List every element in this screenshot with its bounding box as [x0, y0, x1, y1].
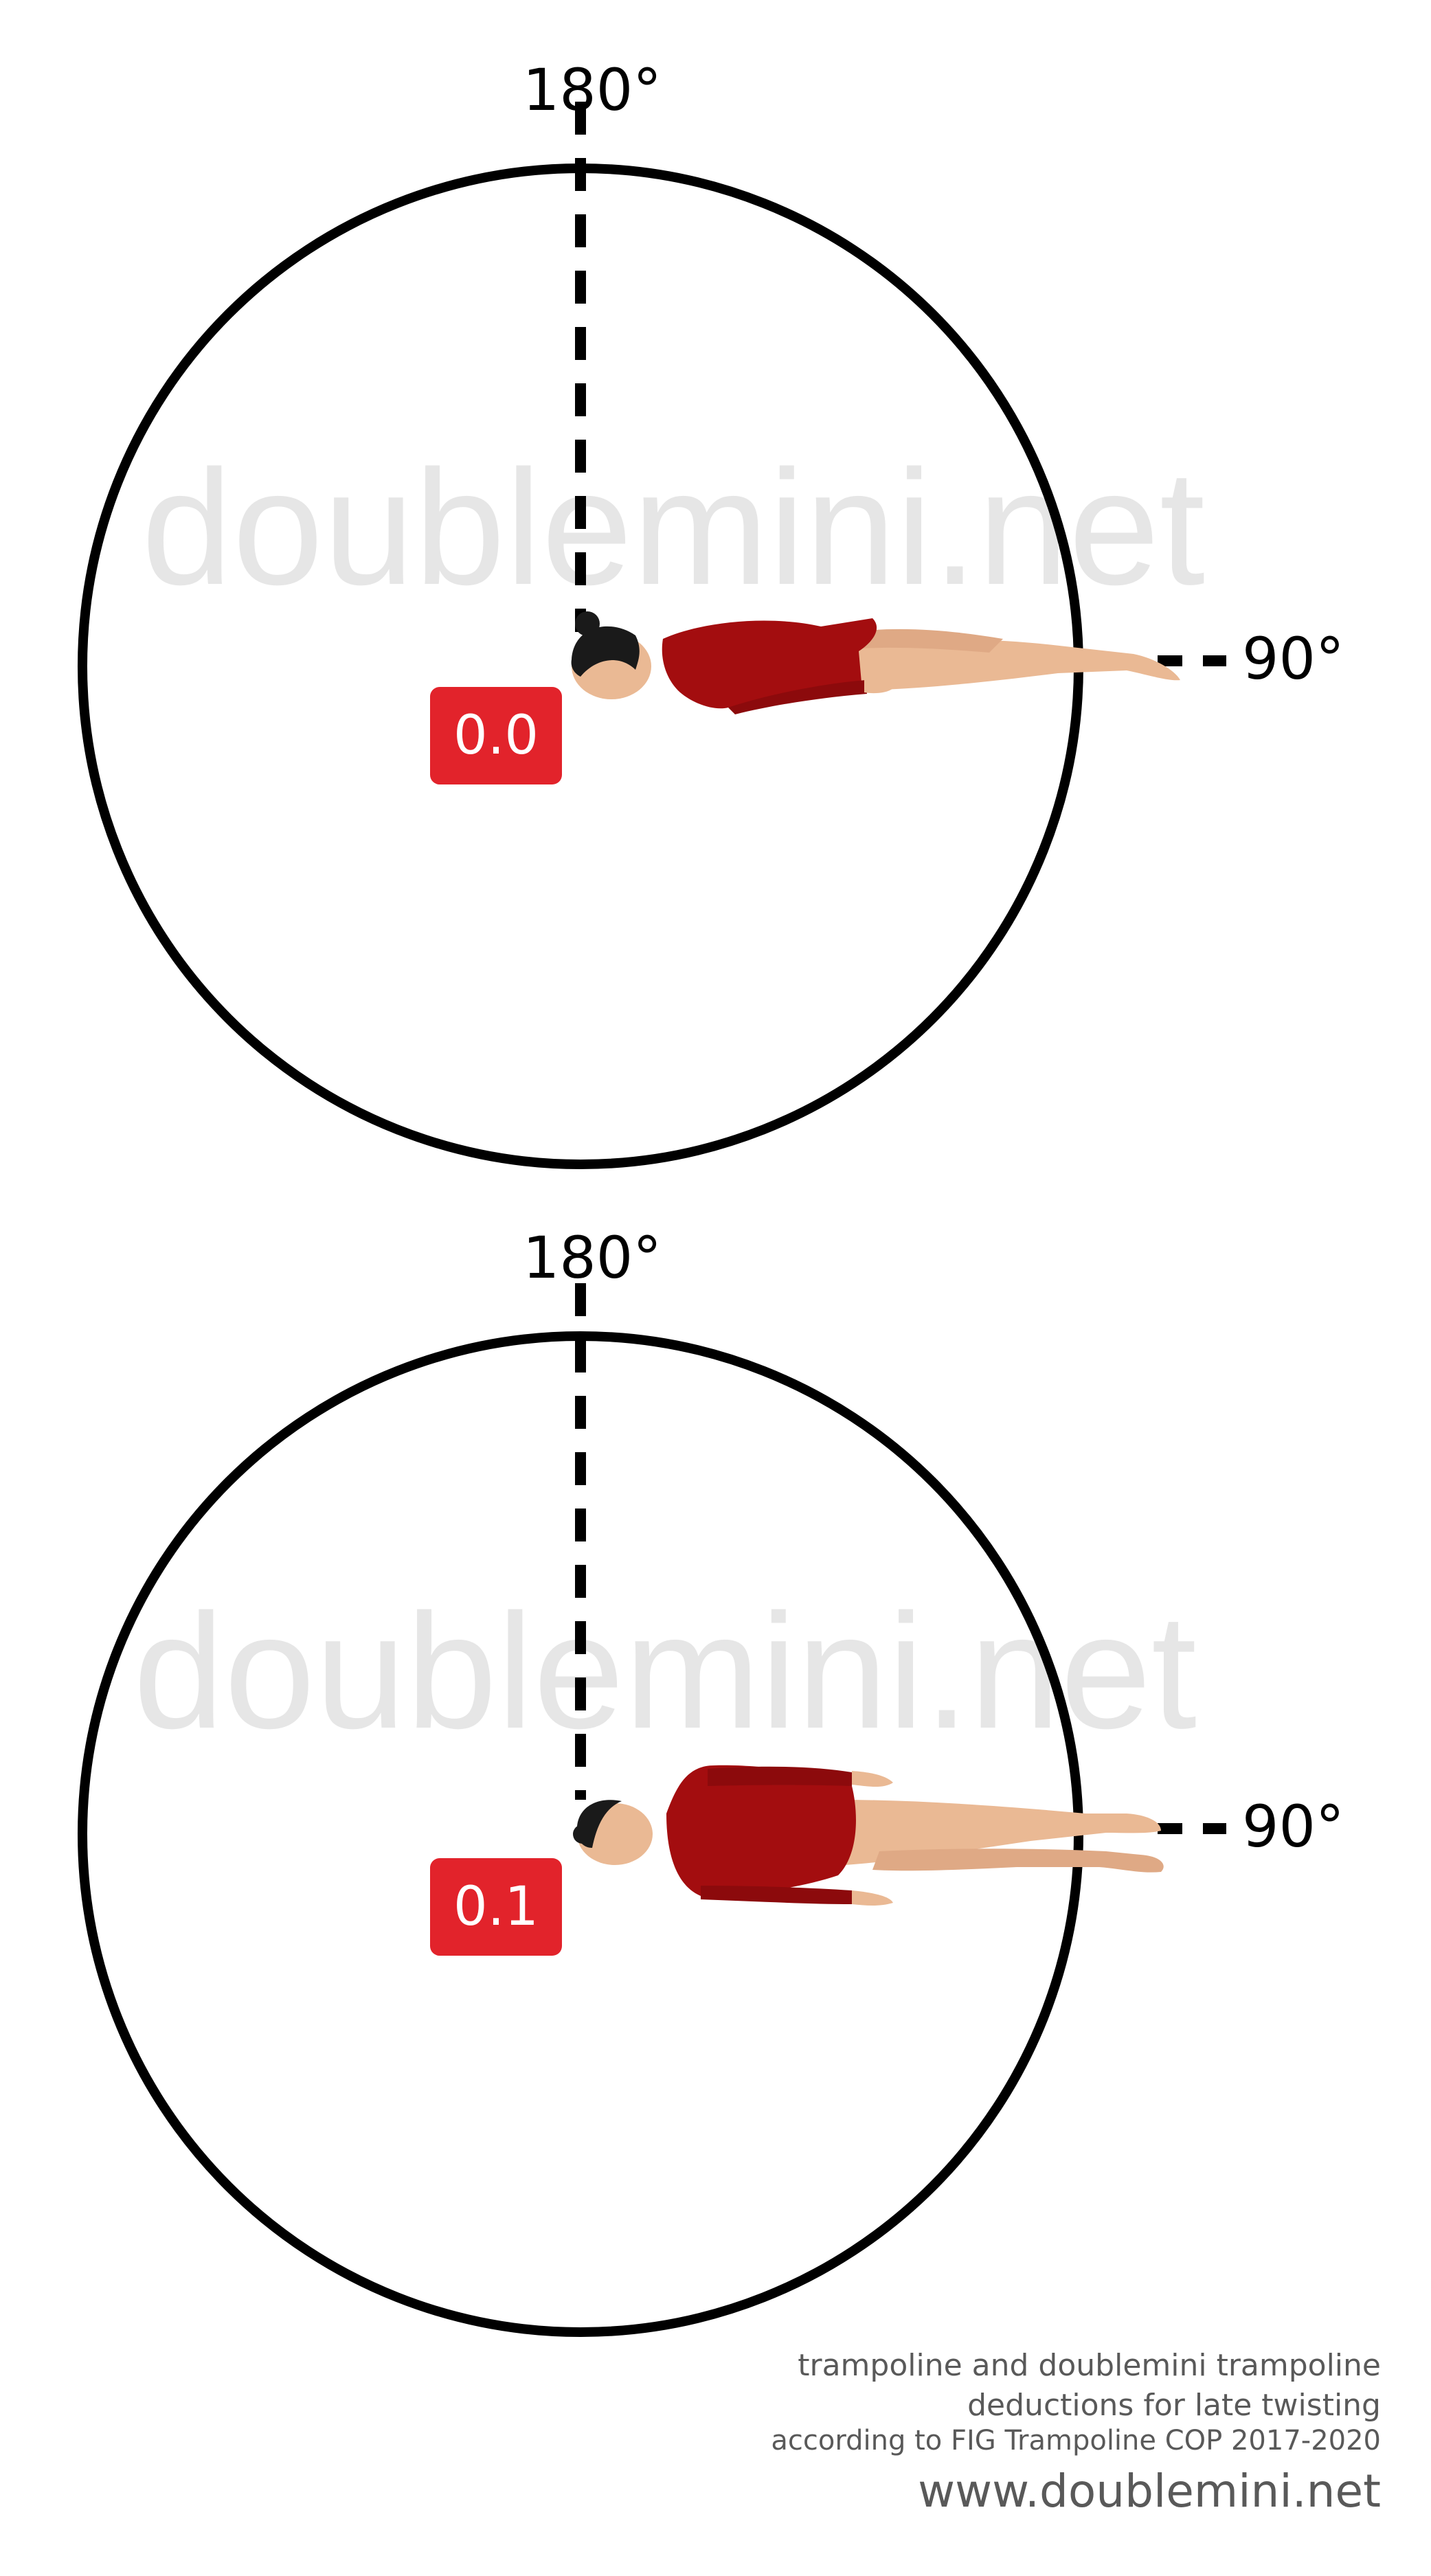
watermark-top: doublemini.net	[142, 437, 1205, 619]
panel-bottom: doublemini.net 180° 90° 0.1	[78, 1224, 1344, 2337]
watermark-bottom: doublemini.net	[133, 1581, 1197, 1763]
footer-subtitle-line: deductions for late twisting	[967, 2388, 1381, 2423]
deduction-value-top: 0.0	[453, 705, 539, 767]
footer-title-line: trampoline and doublemini trampoline	[798, 2348, 1381, 2383]
angle-label-90-top: 90°	[1242, 625, 1344, 692]
panel-top: doublemini.net 180° 90° 0.0	[78, 56, 1344, 1169]
deduction-badge-top: 0.0	[430, 687, 562, 784]
angle-label-180-top: 180°	[523, 56, 662, 124]
angle-label-180-bottom: 180°	[523, 1224, 662, 1291]
footer-source-line: according to FIG Trampoline COP 2017-202…	[771, 2425, 1381, 2456]
footer-website: www.doublemini.net	[918, 2465, 1381, 2518]
gymnast-figure-prone	[571, 611, 1180, 714]
gymnast-figure-supine	[573, 1765, 1164, 1906]
deduction-value-bottom: 0.1	[453, 1876, 539, 1938]
deduction-badge-bottom: 0.1	[430, 1858, 562, 1956]
angle-label-90-bottom: 90°	[1242, 1793, 1344, 1860]
